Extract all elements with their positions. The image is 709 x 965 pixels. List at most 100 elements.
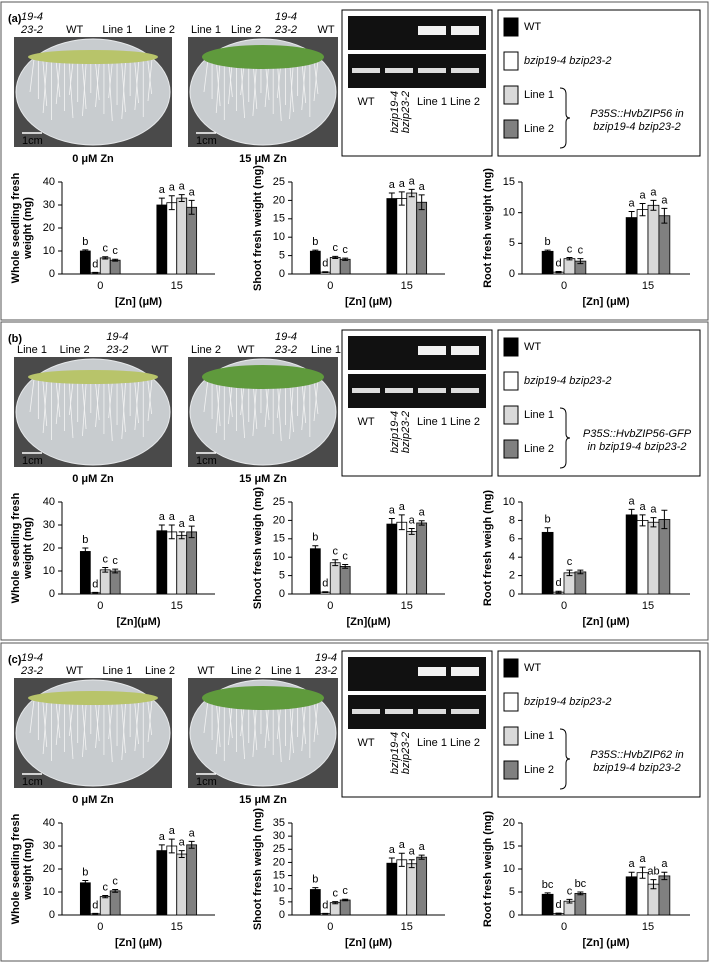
error-bar — [158, 524, 165, 537]
plate-label: 19-4 — [21, 652, 43, 664]
significance-letter: a — [179, 518, 186, 530]
legend-label: Line 2 — [524, 123, 554, 135]
root — [81, 58, 87, 110]
y-tick-label: 10 — [273, 883, 285, 895]
gel-label: bzip23-2 — [400, 411, 412, 453]
error-bar — [188, 840, 195, 849]
bar — [109, 570, 121, 595]
gel-band — [418, 346, 446, 355]
bar — [636, 872, 649, 916]
significance-letter: d — [555, 577, 561, 589]
y-tick-label: 20 — [43, 222, 55, 234]
gel-band — [385, 68, 413, 73]
gel-band — [352, 68, 380, 73]
seedlings — [28, 50, 158, 64]
bar — [109, 890, 121, 916]
bar — [647, 521, 660, 595]
bar — [186, 844, 198, 916]
panel-label: (c) — [8, 654, 22, 666]
error-bar — [322, 591, 329, 594]
root — [121, 378, 126, 433]
y-tick-label: 0 — [279, 588, 285, 600]
significance-letter: a — [189, 827, 196, 839]
significance-letter: b — [312, 236, 318, 248]
x-axis-label: [Zn] (μM) — [115, 296, 162, 308]
significance-letter: a — [639, 853, 646, 865]
error-bar — [168, 838, 175, 854]
gel-label: bzip23-2 — [400, 91, 412, 133]
error-bar — [178, 850, 185, 858]
bar — [625, 514, 638, 595]
root — [68, 378, 74, 416]
bar — [406, 863, 418, 916]
y-axis-label: Shoot fresh weight (mg) — [252, 165, 264, 291]
significance-letter: a — [159, 831, 166, 843]
root — [313, 378, 319, 415]
x-tick-label: 15 — [171, 600, 183, 612]
bar — [156, 850, 168, 916]
x-tick-label: 15 — [642, 921, 654, 933]
root — [134, 699, 139, 745]
plate-label: WT — [151, 344, 168, 356]
y-axis-label: weight (mg) — [22, 197, 34, 260]
error-bar — [639, 514, 646, 527]
error-bar — [408, 527, 415, 535]
gel-band — [451, 26, 479, 35]
plate-caption: 15 μM Zn — [239, 153, 287, 165]
scale-bar-label: 1cm — [22, 776, 43, 788]
y-tick-label: 25 — [273, 176, 285, 188]
legend-swatch — [503, 405, 519, 425]
legend-box — [497, 650, 701, 798]
error-bar — [398, 852, 405, 867]
bar — [329, 902, 341, 916]
x-axis-label: [Zn] (μM) — [345, 296, 392, 308]
plate-label: Line 2 — [231, 665, 261, 677]
plate-label: 23-2 — [274, 344, 297, 356]
y-tick-label: 5 — [279, 896, 285, 908]
significance-letter: ab — [647, 865, 659, 877]
y-tick-label: 5 — [509, 237, 515, 249]
root — [301, 58, 307, 111]
plate-label: WT — [66, 24, 83, 36]
significance-letter: c — [567, 243, 573, 255]
x-tick-label: 0 — [97, 280, 103, 292]
error-bar — [312, 545, 319, 553]
x-tick-label: 0 — [327, 280, 333, 292]
error-bar — [332, 559, 339, 567]
error-bar — [82, 249, 89, 253]
bar — [156, 530, 168, 595]
gel-band — [418, 709, 446, 714]
root — [94, 378, 100, 421]
significance-letter: a — [389, 844, 396, 856]
bar — [339, 258, 351, 275]
root — [147, 699, 153, 736]
error-bar — [418, 854, 425, 860]
bar — [406, 531, 418, 595]
plate-caption: 0 μM Zn — [72, 153, 114, 165]
root — [82, 378, 87, 437]
significance-letter: b — [545, 236, 551, 248]
root — [134, 378, 140, 431]
error-bar — [555, 590, 562, 594]
plate-label: Line 2 — [231, 24, 261, 36]
root — [107, 58, 113, 122]
root — [121, 58, 126, 113]
seedlings — [202, 45, 324, 69]
y-tick-label: 10 — [273, 551, 285, 563]
gel-label: bzip23-2 — [400, 732, 412, 774]
error-bar — [628, 871, 635, 882]
y-tick-label: 20 — [43, 542, 55, 554]
root — [55, 58, 61, 105]
x-tick-label: 0 — [97, 600, 103, 612]
root — [240, 699, 245, 760]
plate — [15, 358, 171, 466]
bar — [329, 562, 341, 595]
plate-label: 23-2 — [314, 665, 337, 677]
y-tick-label: 30 — [43, 840, 55, 852]
error-bar — [178, 194, 185, 203]
x-tick-label: 15 — [171, 921, 183, 933]
error-bar — [566, 898, 573, 904]
error-bar — [92, 912, 99, 915]
y-tick-label: 10 — [43, 565, 55, 577]
x-tick-label: 15 — [642, 280, 654, 292]
